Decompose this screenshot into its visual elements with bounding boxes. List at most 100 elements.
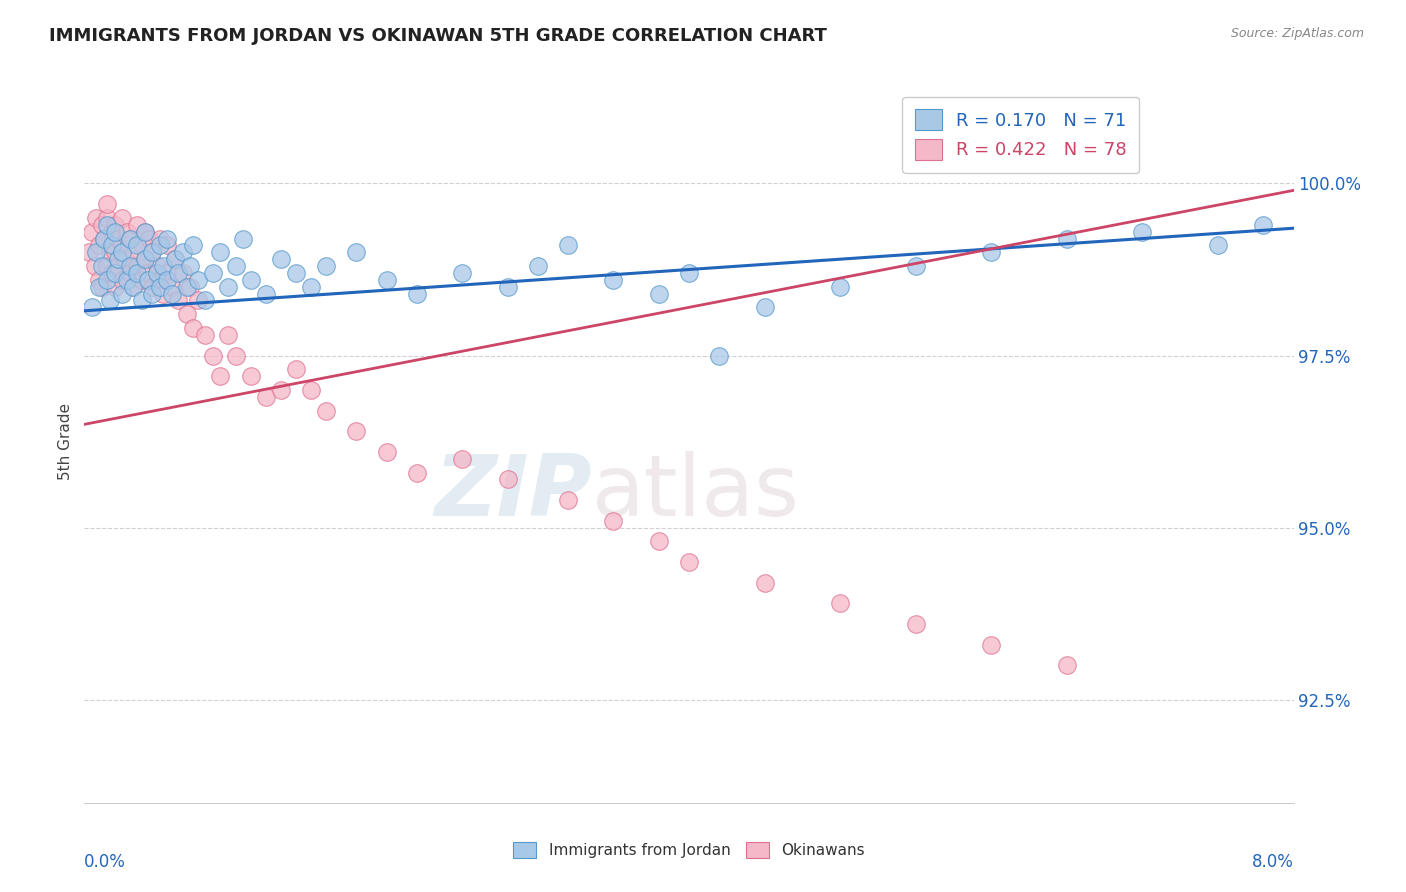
- Point: [104, 225, 127, 239]
- Point: [89, 273, 111, 287]
- Point: [181, 238, 204, 252]
- Point: [602, 514, 624, 528]
- Point: [270, 252, 292, 267]
- Point: [165, 252, 187, 267]
- Point: [254, 286, 277, 301]
- Point: [217, 279, 239, 293]
- Point: [127, 238, 149, 252]
- Point: [114, 252, 136, 267]
- Point: [104, 266, 127, 280]
- Point: [160, 279, 183, 293]
- Point: [375, 273, 398, 287]
- Point: [980, 245, 1002, 260]
- Point: [80, 301, 103, 315]
- Point: [100, 225, 122, 239]
- Point: [179, 279, 201, 293]
- Point: [315, 403, 337, 417]
- Point: [141, 279, 163, 293]
- Point: [115, 273, 138, 287]
- Point: [127, 218, 149, 232]
- Point: [284, 362, 308, 376]
- Point: [104, 245, 127, 260]
- Point: [156, 273, 179, 287]
- Point: [239, 273, 262, 287]
- Point: [100, 266, 122, 280]
- Point: [146, 259, 169, 273]
- Point: [98, 245, 121, 260]
- Point: [134, 252, 156, 267]
- Point: [179, 259, 201, 273]
- Point: [77, 245, 100, 260]
- Point: [980, 638, 1002, 652]
- Point: [86, 211, 108, 225]
- Point: [209, 369, 232, 384]
- Point: [254, 390, 277, 404]
- Point: [209, 245, 232, 260]
- Point: [149, 231, 172, 245]
- Point: [131, 238, 153, 252]
- Point: [194, 327, 217, 342]
- Point: [165, 252, 187, 267]
- Point: [648, 286, 671, 301]
- Text: 0.0%: 0.0%: [84, 854, 127, 871]
- Point: [149, 279, 172, 293]
- Point: [375, 445, 398, 459]
- Point: [104, 279, 127, 293]
- Point: [89, 279, 111, 293]
- Text: atlas: atlas: [592, 450, 800, 533]
- Point: [496, 279, 519, 293]
- Point: [107, 231, 129, 245]
- Point: [152, 286, 174, 301]
- Point: [648, 534, 671, 549]
- Point: [270, 383, 292, 397]
- Point: [187, 293, 209, 308]
- Point: [1253, 218, 1275, 232]
- Point: [709, 349, 731, 363]
- Point: [496, 472, 519, 486]
- Point: [1132, 225, 1154, 239]
- Point: [678, 555, 700, 569]
- Point: [149, 238, 172, 252]
- Point: [138, 231, 160, 245]
- Point: [96, 273, 118, 287]
- Point: [299, 279, 322, 293]
- Point: [134, 225, 156, 239]
- Point: [217, 327, 239, 342]
- Point: [91, 218, 114, 232]
- Point: [156, 231, 179, 245]
- Point: [830, 279, 852, 293]
- Point: [156, 266, 179, 280]
- Point: [121, 279, 143, 293]
- Point: [122, 245, 145, 260]
- Point: [127, 266, 149, 280]
- Point: [91, 279, 114, 293]
- Point: [406, 466, 429, 480]
- Point: [96, 259, 118, 273]
- Point: [100, 238, 122, 252]
- Point: [131, 293, 153, 308]
- Point: [557, 493, 579, 508]
- Point: [136, 266, 159, 280]
- Point: [451, 266, 474, 280]
- Text: IMMIGRANTS FROM JORDAN VS OKINAWAN 5TH GRADE CORRELATION CHART: IMMIGRANTS FROM JORDAN VS OKINAWAN 5TH G…: [49, 27, 827, 45]
- Point: [104, 218, 127, 232]
- Point: [152, 259, 174, 273]
- Point: [176, 279, 198, 293]
- Point: [118, 231, 141, 245]
- Point: [167, 293, 190, 308]
- Point: [118, 231, 141, 245]
- Point: [136, 273, 159, 287]
- Point: [146, 266, 169, 280]
- Point: [181, 321, 204, 335]
- Point: [86, 245, 108, 260]
- Point: [141, 245, 163, 260]
- Point: [84, 259, 107, 273]
- Point: [678, 266, 700, 280]
- Point: [118, 266, 141, 280]
- Point: [232, 231, 254, 245]
- Point: [754, 575, 776, 590]
- Point: [527, 259, 550, 273]
- Point: [201, 349, 224, 363]
- Text: 8.0%: 8.0%: [1251, 854, 1294, 871]
- Point: [89, 238, 111, 252]
